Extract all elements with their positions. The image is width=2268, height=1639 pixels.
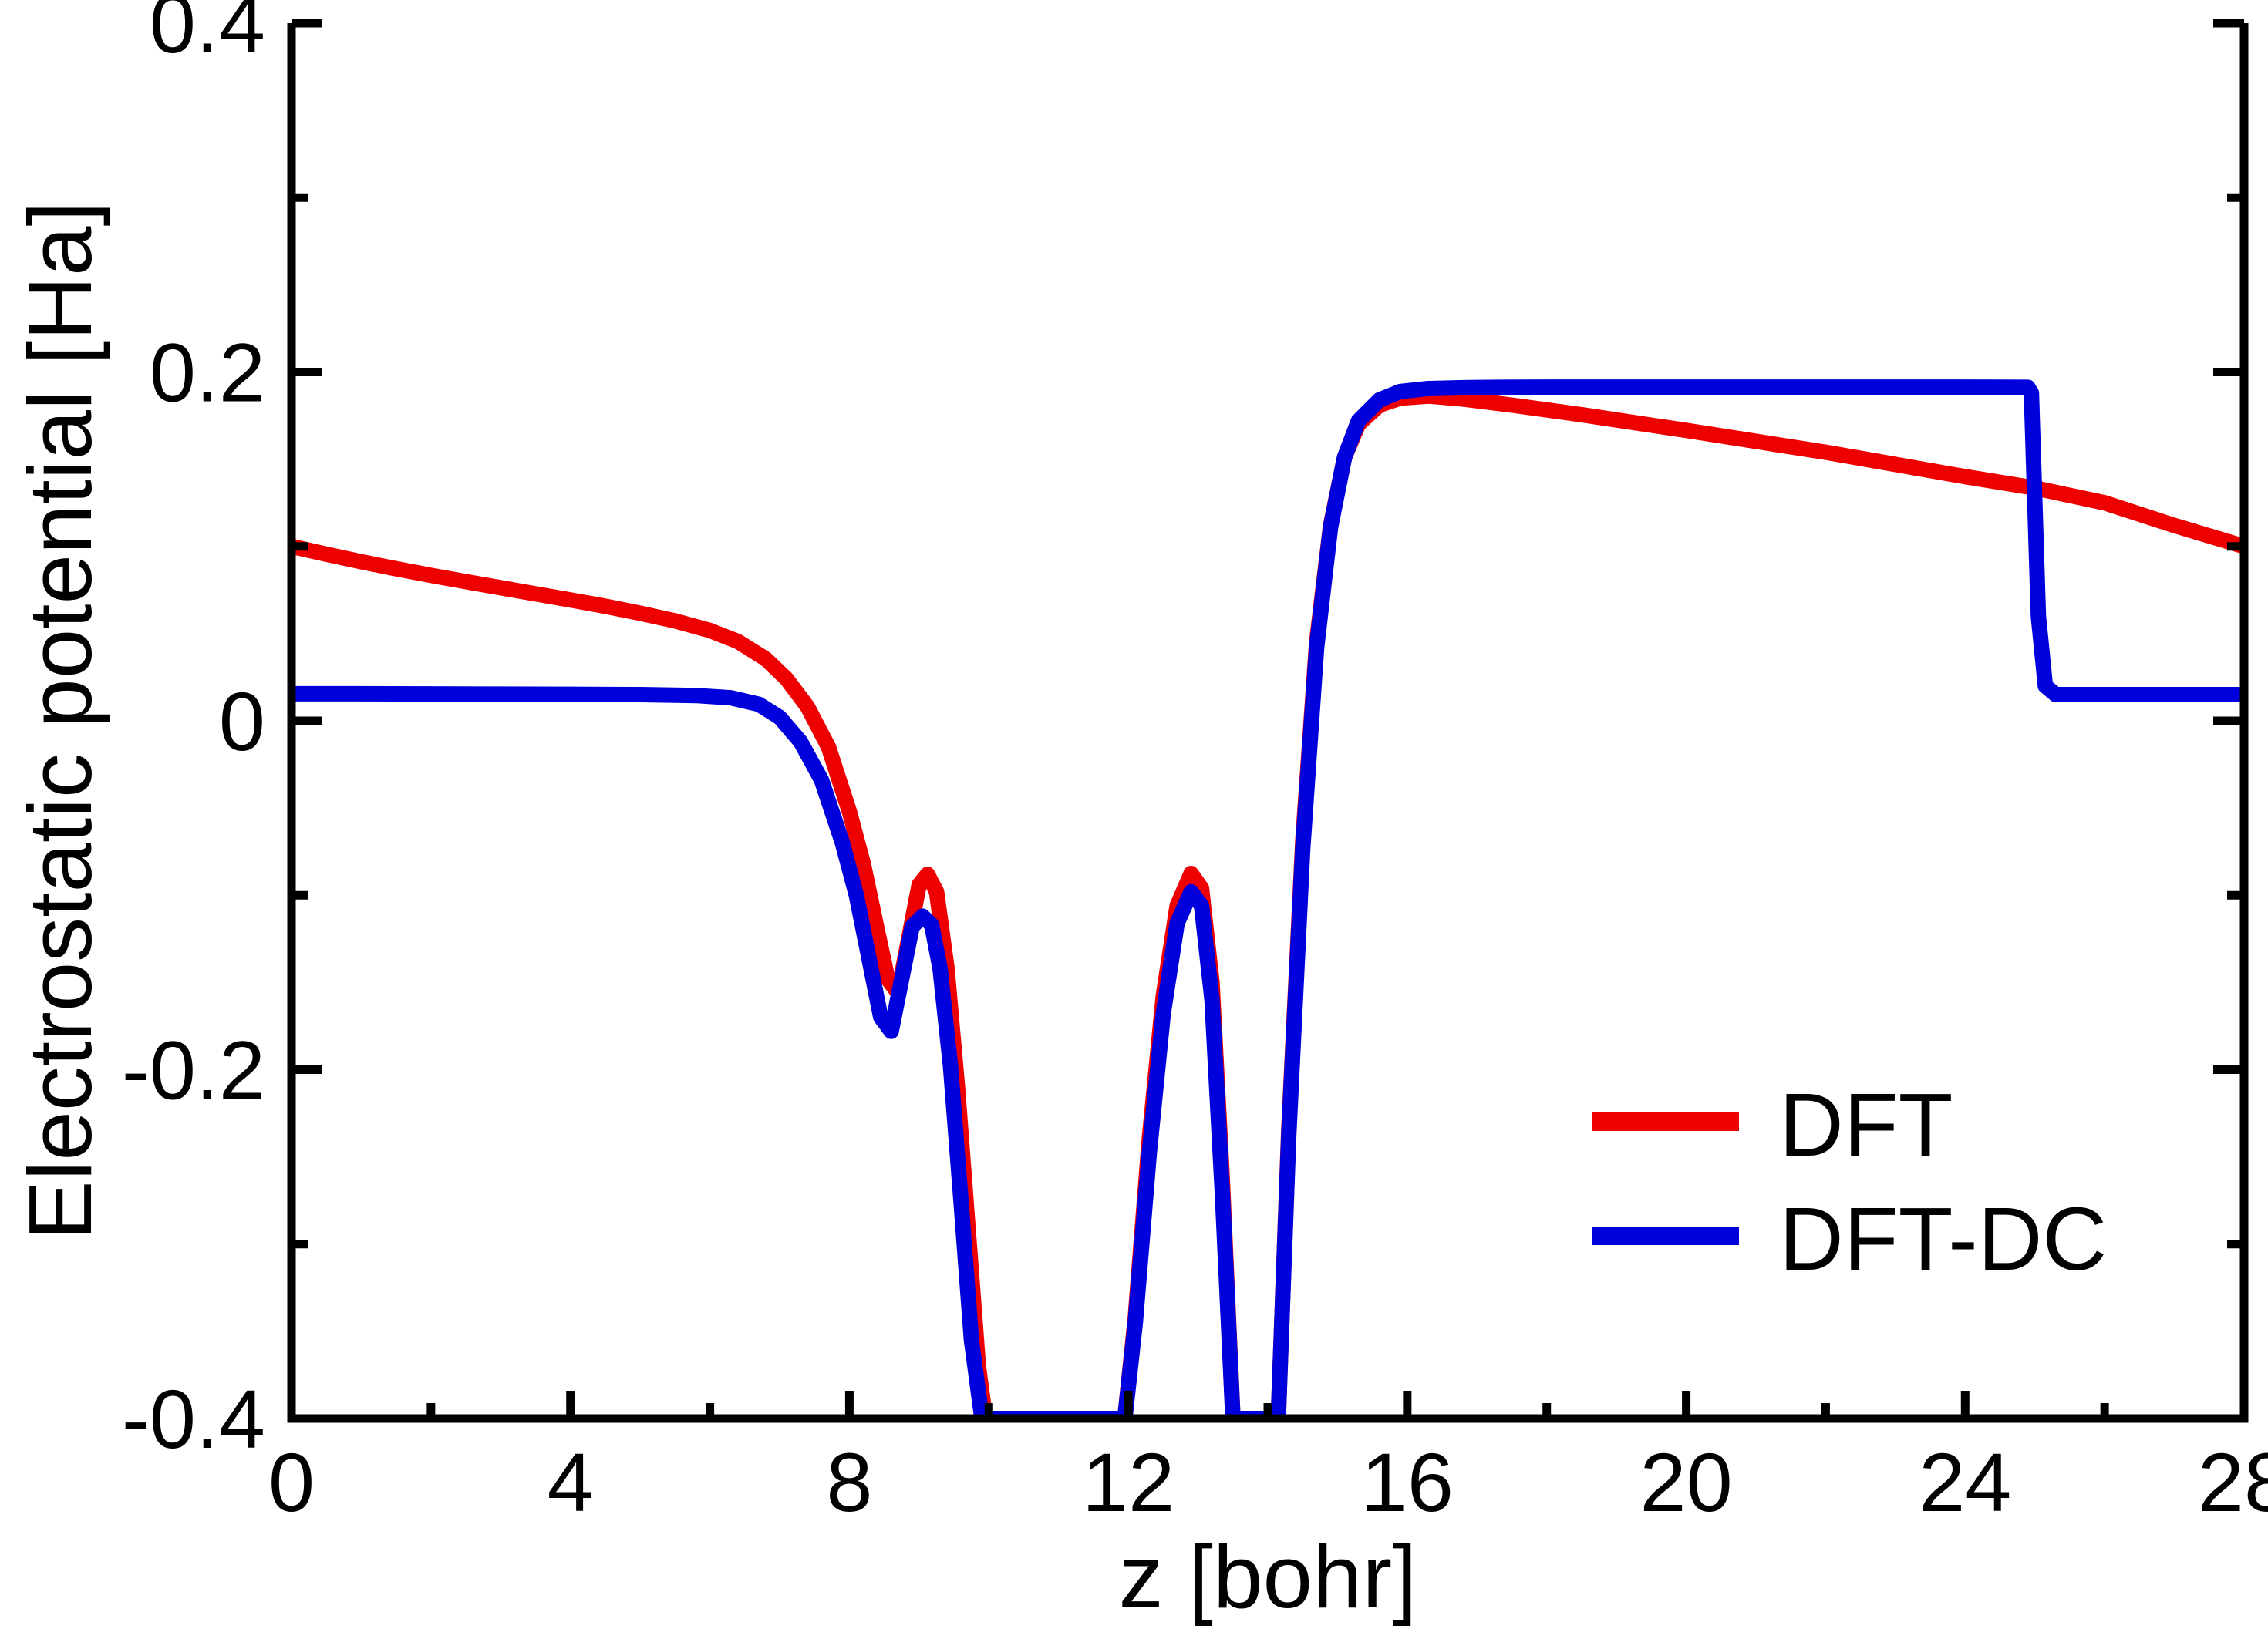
x-tick-label-28: 28 xyxy=(2198,1435,2268,1529)
y-axis-title: Electrostatic potential [Ha] xyxy=(10,201,110,1240)
y-tick-label-neg0p2: -0.2 xyxy=(122,1024,265,1117)
x-tick-label-4: 4 xyxy=(548,1435,594,1529)
x-tick-label-8: 8 xyxy=(826,1435,872,1529)
x-tick-label-24: 24 xyxy=(1919,1435,2011,1529)
x-axis-title: z [bohr] xyxy=(1119,1526,1417,1627)
chart-legend: DFT DFT-DC xyxy=(1592,1075,2107,1289)
axes-layer xyxy=(287,19,2249,1423)
x-tick-label-20: 20 xyxy=(1640,1435,1733,1529)
y-tick-label-0: 0 xyxy=(219,675,265,768)
y-tick-label-0p2: 0.2 xyxy=(150,326,265,419)
axis-titles-layer: z [bohr] Electrostatic potential [Ha] xyxy=(10,201,1417,1627)
series-layer xyxy=(292,379,2244,1419)
y-tick-label-0p4: 0.4 xyxy=(150,0,265,70)
x-tick-label-16: 16 xyxy=(1361,1435,1454,1529)
legend-label-dft: DFT xyxy=(1779,1075,1953,1175)
x-tick-label-12: 12 xyxy=(1082,1435,1174,1529)
series-line-dft-dc xyxy=(292,379,2244,1419)
x-tick-label-0: 0 xyxy=(268,1435,315,1529)
y-tick-label-neg0p4: -0.4 xyxy=(122,1372,265,1466)
legend-label-dft-dc: DFT-DC xyxy=(1779,1189,2107,1289)
tick-labels-layer: 0 4 8 12 16 20 24 28 -0.4 -0.2 0 0.2 0.4 xyxy=(122,0,2268,1529)
